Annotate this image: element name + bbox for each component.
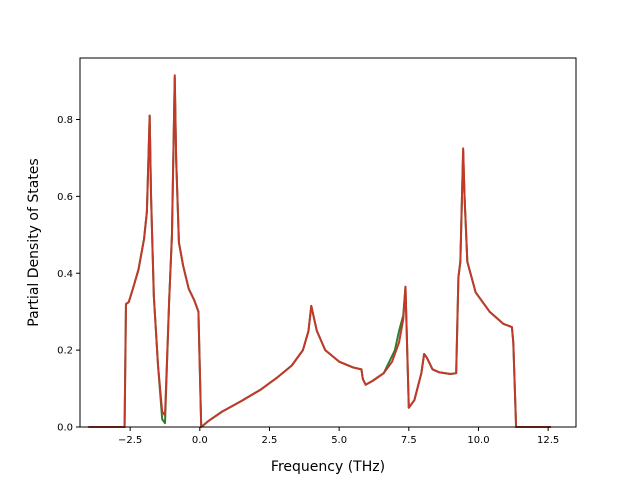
y-tick-label: 0.4 <box>57 269 73 280</box>
y-tick-label: 0.8 <box>57 115 73 126</box>
plot-area <box>88 74 551 428</box>
y-tick-label: 0.0 <box>57 423 73 434</box>
y-tick-label: 0.6 <box>57 192 73 203</box>
x-axis-ticks: −2.5 0.0 2.5 5.0 7.5 10.0 12.5 <box>118 427 559 446</box>
x-tick-label: 2.5 <box>262 435 278 446</box>
x-tick-label: −2.5 <box>118 435 142 446</box>
x-tick-label: 7.5 <box>401 435 417 446</box>
axes-frame <box>79 57 577 428</box>
x-axis-label: Frequency (THz) <box>271 459 385 475</box>
x-tick-label: 12.5 <box>537 435 559 446</box>
y-axis-ticks: 0.0 0.2 0.4 0.6 0.8 <box>57 115 80 434</box>
y-axis-label: Partial Density of States <box>26 158 42 326</box>
x-tick-label: 0.0 <box>192 435 208 446</box>
x-tick-label: 5.0 <box>331 435 347 446</box>
y-tick-label: 0.2 <box>57 346 73 357</box>
series-line-2 <box>88 74 551 428</box>
x-tick-label: 10.0 <box>467 435 489 446</box>
